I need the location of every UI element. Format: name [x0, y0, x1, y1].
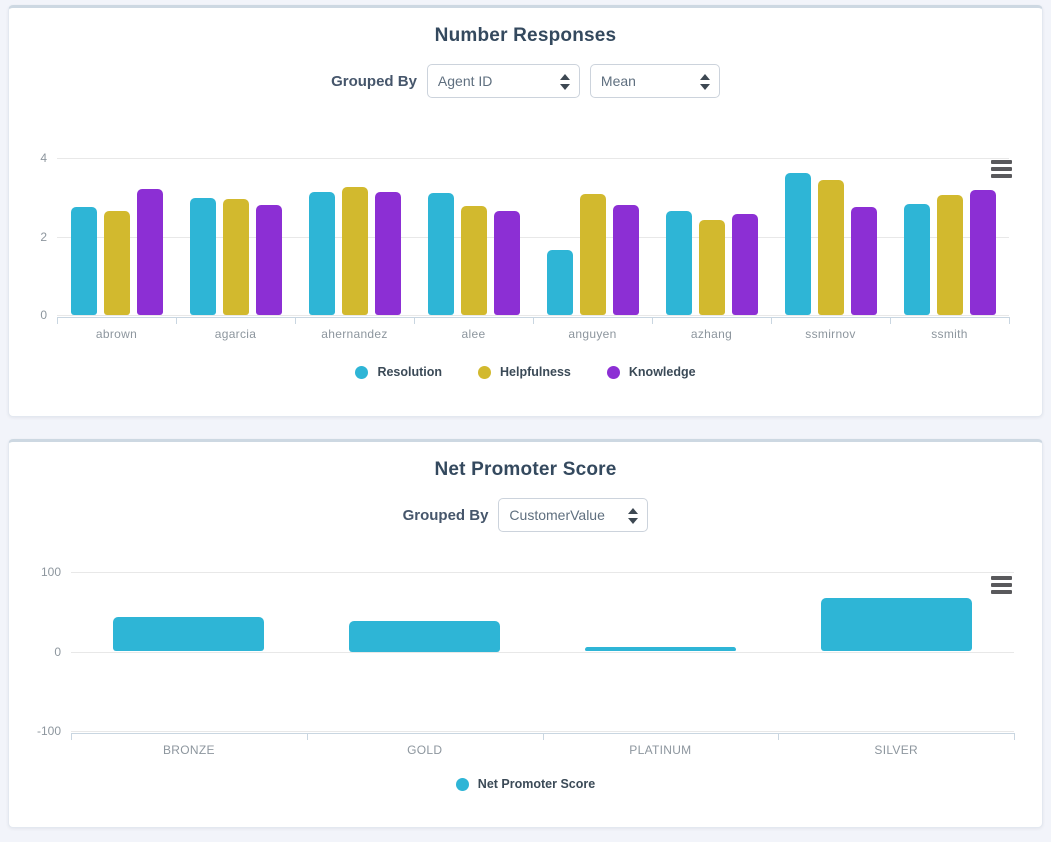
category-label: BRONZE	[162, 743, 215, 757]
bar-knowledge	[850, 206, 877, 315]
legend-swatch-icon	[478, 365, 492, 379]
gridline	[71, 731, 1014, 732]
bar-net-promoter-score	[113, 617, 265, 652]
bar-helpfulness	[579, 194, 606, 315]
bar-knowledge	[255, 205, 282, 315]
x-axis-tick	[890, 317, 891, 324]
category-label: agarcia	[214, 327, 257, 341]
x-axis-tick	[414, 317, 415, 324]
legend-swatch-icon	[606, 365, 620, 379]
chart-legend: Net Promoter Score	[9, 776, 1042, 792]
bar-helpfulness	[817, 180, 844, 315]
gridline	[71, 651, 1014, 653]
y-axis-label: 4	[40, 151, 47, 165]
bar-knowledge	[493, 210, 520, 315]
chart-title: Net Promoter Score	[434, 459, 617, 480]
export-menu-icon[interactable]	[991, 576, 1012, 594]
bar-helpfulness	[222, 198, 249, 315]
y-axis-label: -100	[36, 724, 61, 738]
chart-controls: Grouped By CustomerValue	[9, 498, 1042, 532]
x-axis-tick	[542, 733, 544, 740]
category-label: alee	[461, 327, 486, 341]
category-label: ahernandez	[321, 327, 388, 341]
legend-label: Resolution	[377, 365, 443, 379]
category-label: SILVER	[874, 743, 918, 757]
bar-knowledge	[969, 189, 996, 315]
y-axis-label: 100	[40, 565, 61, 579]
grouped-by-select[interactable]: CustomerValue	[498, 498, 649, 532]
net-promoter-score-chart: -100 0 100 BRONZE GOLD PLATINUM SILVER	[9, 558, 1042, 760]
bar-resolution	[903, 204, 930, 315]
y-axis-label: 0	[40, 308, 47, 322]
category-label: PLATINUM	[629, 743, 692, 757]
bar-net-promoter-score	[349, 620, 501, 652]
legend-item[interactable]: Net Promoter Score	[455, 777, 596, 791]
x-axis-tick	[295, 317, 296, 324]
x-axis-tick	[306, 733, 308, 740]
x-axis-tick	[176, 317, 177, 324]
gridline	[57, 315, 1009, 316]
bar-knowledge	[612, 204, 639, 315]
bar-knowledge	[731, 213, 758, 315]
legend-swatch-icon	[355, 365, 369, 379]
x-axis-tick	[1014, 733, 1015, 740]
category-label: ssmirnov	[805, 327, 856, 341]
aggregation-select-input[interactable]: Mean	[590, 65, 719, 97]
grouped-by-label: Grouped By	[402, 506, 489, 524]
legend-item[interactable]: Resolution	[355, 365, 442, 379]
x-axis-tick	[1009, 317, 1010, 324]
chart-title: Number Responses	[434, 25, 617, 46]
gridline	[57, 158, 1009, 159]
legend-label: Knowledge	[628, 365, 696, 379]
legend-item[interactable]: Helpfulness	[478, 365, 571, 379]
bar-resolution	[427, 192, 454, 315]
bar-net-promoter-score	[584, 646, 736, 652]
y-axis-label: 0	[54, 644, 61, 659]
grouped-by-select-input[interactable]: Agent ID	[427, 65, 579, 97]
chart-controls: Grouped By Agent ID Mean	[9, 64, 1042, 98]
gridline	[57, 236, 1009, 238]
grouped-by-label: Grouped By	[331, 72, 417, 90]
panel-net-promoter-score: Net Promoter Score Grouped By CustomerVa…	[8, 439, 1043, 828]
category-label: anguyen	[568, 327, 617, 341]
number-responses-chart: 0 2 4 abrown agarcia ahernandez alee anguyen azh…	[9, 146, 1042, 348]
category-label: azhang	[690, 327, 733, 341]
panel-number-responses: Number Responses Grouped By Agent ID Mea…	[8, 5, 1043, 417]
bar-resolution	[665, 210, 692, 315]
legend-label: Helpfulness	[500, 365, 571, 379]
x-axis-tick	[57, 317, 58, 324]
bar-knowledge	[136, 189, 163, 315]
x-axis-tick	[771, 317, 772, 324]
x-axis-tick	[778, 733, 780, 740]
legend-label: Net Promoter Score	[477, 777, 596, 791]
x-axis-tick	[652, 317, 653, 324]
bar-net-promoter-score	[820, 598, 972, 652]
x-axis-tick	[71, 733, 72, 740]
gridline	[71, 572, 1014, 573]
legend-swatch-icon	[455, 777, 469, 791]
grouped-by-select[interactable]: Agent ID	[426, 64, 580, 98]
grouped-by-select-input[interactable]: CustomerValue	[499, 499, 648, 531]
x-axis-tick	[533, 317, 534, 324]
legend-item[interactable]: Knowledge	[606, 365, 696, 379]
bar-resolution	[784, 172, 811, 315]
bar-resolution	[308, 191, 335, 315]
bar-helpfulness	[698, 219, 725, 315]
category-label: ssmith	[931, 327, 968, 341]
y-axis-label: 2	[40, 229, 47, 244]
bar-resolution	[189, 198, 216, 315]
bar-helpfulness	[936, 194, 963, 315]
category-label: GOLD	[407, 743, 443, 757]
bar-helpfulness	[460, 206, 487, 315]
export-menu-icon[interactable]	[991, 160, 1012, 178]
bar-helpfulness	[103, 210, 130, 315]
bar-knowledge	[374, 192, 401, 315]
category-label: abrown	[95, 327, 138, 341]
aggregation-select[interactable]: Mean	[589, 64, 720, 98]
bar-resolution	[70, 206, 97, 315]
bar-resolution	[546, 250, 573, 315]
chart-legend: Resolution Helpfulness Knowledge	[9, 364, 1042, 380]
bar-helpfulness	[341, 186, 368, 315]
